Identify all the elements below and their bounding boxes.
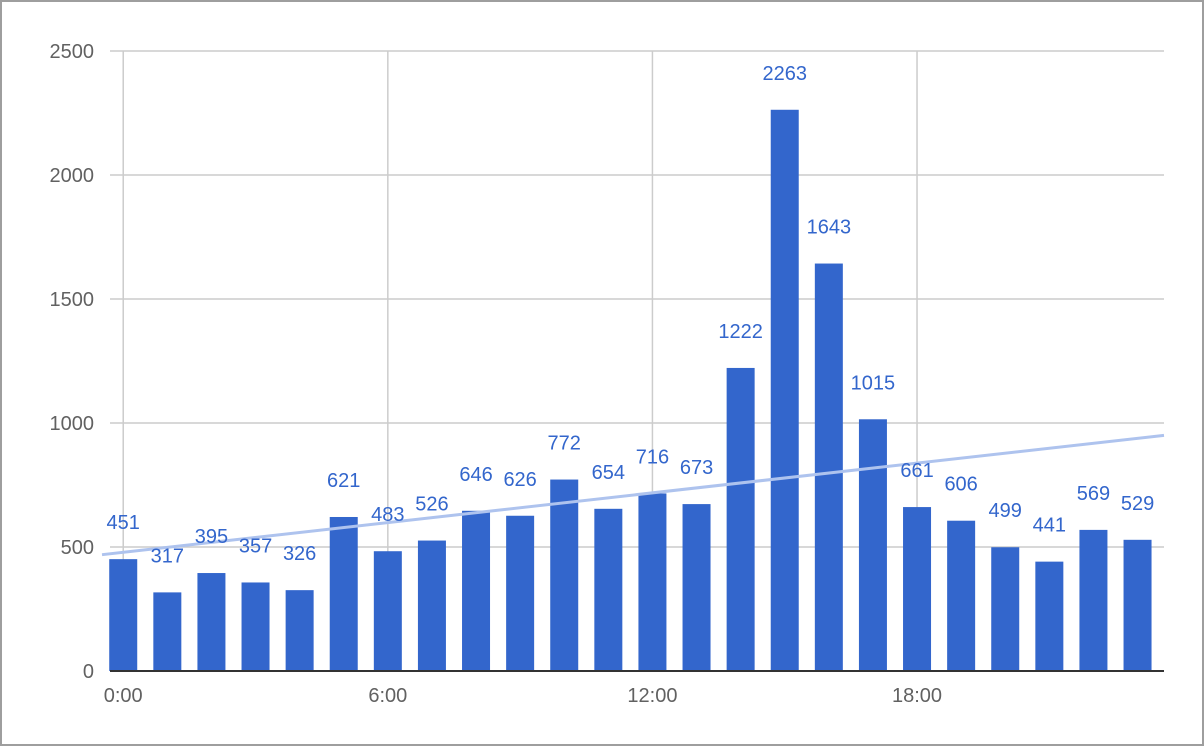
data-label: 1222 — [718, 321, 763, 343]
data-label: 441 — [1033, 515, 1066, 537]
data-label: 317 — [151, 545, 184, 567]
data-label: 626 — [503, 469, 536, 491]
data-label: 772 — [548, 433, 581, 455]
data-label: 529 — [1121, 493, 1154, 515]
gridlines — [110, 50, 1164, 671]
data-label: 1015 — [851, 372, 896, 394]
bar — [726, 367, 755, 671]
data-label: 646 — [459, 464, 492, 486]
bar — [197, 573, 226, 671]
trendline — [101, 433, 1165, 557]
bar — [682, 504, 711, 671]
bar — [1035, 561, 1064, 671]
bar — [991, 547, 1020, 671]
bar — [373, 551, 402, 671]
data-labels: 451 317 395 357 326 621 483 526 646 626 772 654 716 6… — [107, 63, 1155, 568]
x-tick-label: 6:00 — [368, 685, 407, 707]
bar — [638, 493, 667, 671]
y-tick-label: 500 — [61, 537, 94, 559]
bar — [285, 590, 314, 671]
x-tick-label: 18:00 — [892, 685, 942, 707]
y-tick-label: 2000 — [50, 165, 95, 187]
bar — [1123, 539, 1152, 671]
data-label: 673 — [680, 457, 713, 479]
data-label: 1643 — [807, 217, 852, 239]
bar — [858, 419, 887, 671]
y-tick-label: 0 — [83, 661, 94, 683]
data-label: 654 — [592, 462, 625, 484]
y-tick-label: 1500 — [50, 289, 95, 311]
bar — [1079, 529, 1108, 671]
data-label: 569 — [1077, 483, 1110, 505]
data-label: 661 — [900, 460, 933, 482]
data-label: 451 — [107, 512, 140, 534]
bars — [109, 109, 1152, 671]
data-label: 621 — [327, 470, 360, 492]
x-tick-label: 0:00 — [104, 685, 143, 707]
bar — [903, 507, 932, 671]
x-axis-ticks: 0:00 6:00 12:00 18:00 — [104, 685, 942, 707]
data-label: 499 — [989, 500, 1022, 522]
data-label: 357 — [239, 535, 272, 557]
data-label: 395 — [195, 526, 228, 548]
data-label: 526 — [415, 494, 448, 516]
y-tick-label: 2500 — [50, 41, 95, 63]
bar — [417, 540, 446, 671]
data-label: 2263 — [762, 63, 807, 85]
data-label: 326 — [283, 543, 316, 565]
bar — [770, 109, 799, 671]
x-tick-label: 12:00 — [627, 685, 677, 707]
bar — [550, 479, 579, 671]
bar — [241, 582, 270, 671]
data-label: 716 — [636, 446, 669, 468]
bar — [814, 263, 843, 671]
data-label: 483 — [371, 504, 404, 526]
y-axis-ticks: 0 500 1000 1500 2000 2500 — [50, 41, 95, 683]
bar — [109, 559, 138, 671]
bar — [506, 515, 535, 671]
bar — [153, 592, 182, 671]
bar — [329, 516, 358, 671]
bar — [594, 508, 623, 671]
y-tick-label: 1000 — [50, 413, 95, 435]
trendline-layer — [101, 433, 1165, 557]
bar — [947, 520, 976, 671]
data-label: 606 — [944, 474, 977, 496]
bar — [462, 510, 491, 671]
